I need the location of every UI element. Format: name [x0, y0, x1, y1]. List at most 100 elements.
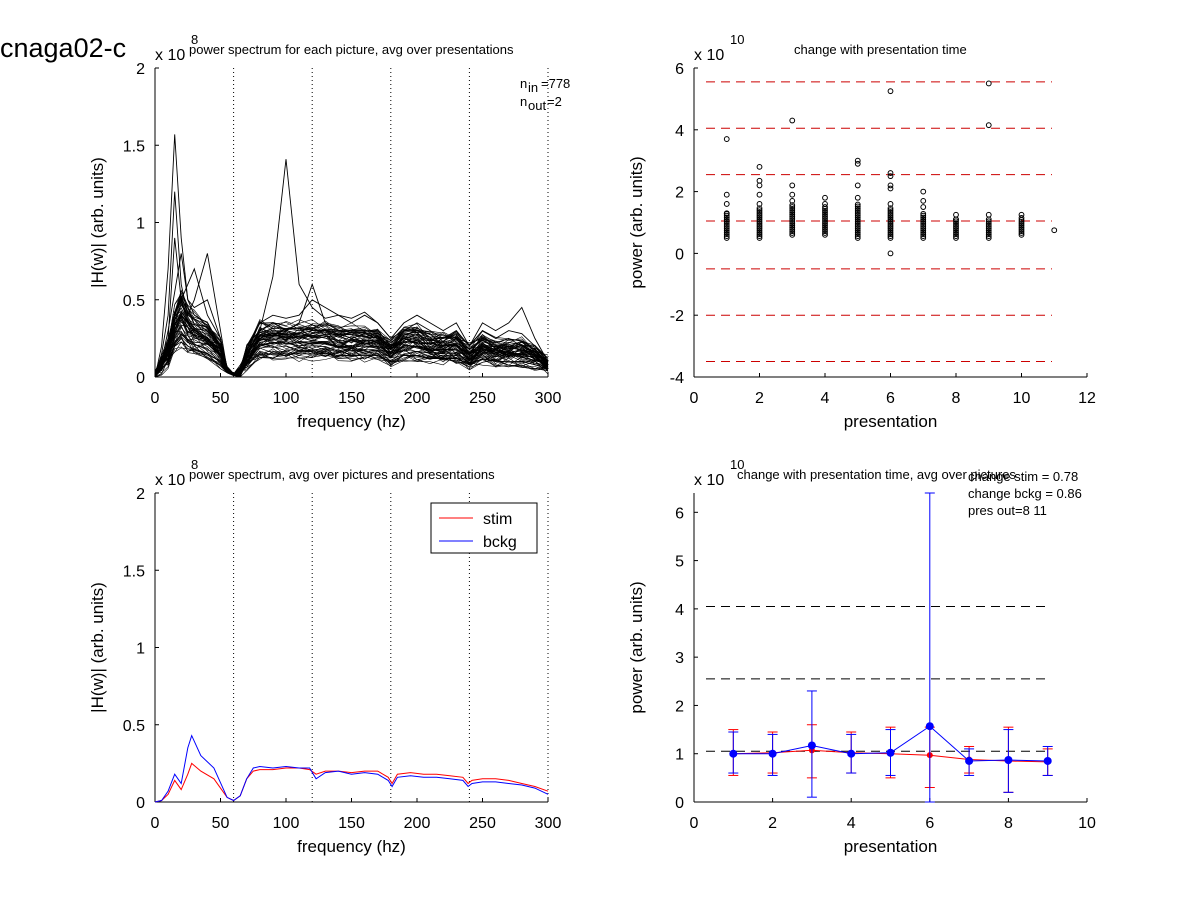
data-point [887, 88, 894, 95]
data-point [789, 226, 796, 233]
x-tick-label: 200 [404, 815, 431, 832]
data-point [756, 233, 763, 239]
figure-title: cnaga02-c [0, 33, 126, 63]
x-tick-label: 0 [690, 815, 699, 832]
y-tick-label: 3 [675, 650, 684, 667]
data-point [854, 218, 861, 225]
data-point-bckg [1043, 756, 1052, 765]
data-point [953, 220, 959, 227]
y-tick-label: 4 [675, 123, 684, 140]
data-point [920, 227, 927, 234]
data-point [920, 216, 927, 223]
data-point [756, 225, 763, 232]
data-point [854, 205, 861, 212]
y-tick-label: 0 [675, 246, 684, 263]
data-point [887, 222, 894, 228]
data-point [887, 229, 894, 236]
data-point [756, 235, 763, 241]
data-point [1018, 224, 1025, 231]
data-point [822, 230, 828, 236]
data-point [822, 213, 828, 220]
data-point [953, 231, 959, 238]
axis-exponent: x 10 [694, 47, 724, 64]
data-point [723, 136, 730, 142]
data-point [756, 191, 763, 198]
data-point [920, 218, 927, 225]
data-point [887, 207, 894, 214]
data-point-bckg [729, 749, 738, 758]
data-point [887, 250, 894, 257]
x-axis-label: frequency (hz) [297, 412, 406, 431]
data-point [789, 231, 796, 238]
n-in-label: n [520, 76, 527, 91]
axis-exponent: x 10 [155, 47, 185, 64]
data-point [887, 209, 894, 215]
data-point [887, 225, 894, 232]
chart-title: change with presentation time, avg over … [737, 467, 1016, 482]
data-point [789, 197, 796, 204]
data-point [723, 191, 730, 198]
data-point [854, 212, 861, 219]
series-line [154, 316, 549, 378]
data-point [822, 207, 828, 214]
data-point [723, 216, 730, 223]
data-point [953, 222, 959, 228]
data-point [756, 222, 763, 228]
data-point [887, 210, 894, 217]
data-point [985, 222, 992, 228]
data-point [723, 210, 730, 217]
panel-p2: 0 2 4 6 8 10 12 -4 -2 0 2 4 6 presentation power (arb.… [627, 32, 1096, 431]
series-line [154, 317, 549, 378]
axis-exponent-power: 8 [191, 457, 198, 472]
data-point [985, 80, 992, 87]
data-point [953, 218, 959, 225]
data-point [854, 233, 861, 239]
data-point [756, 223, 763, 230]
data-point [920, 235, 927, 241]
series-line-bckg [154, 734, 549, 803]
data-point [723, 227, 730, 234]
y-tick-label: 1 [136, 216, 145, 233]
series-line [154, 299, 549, 378]
series-line [154, 341, 549, 378]
data-point [953, 229, 959, 236]
data-point [723, 201, 730, 207]
y-tick-label: 1.5 [123, 138, 145, 155]
series-line-stim [154, 762, 549, 803]
data-point [854, 220, 861, 227]
data-point [756, 209, 763, 215]
series-line [154, 346, 549, 378]
data-point [789, 230, 796, 236]
data-point [822, 194, 828, 201]
x-tick-label: 200 [404, 390, 431, 407]
series-line [154, 326, 549, 378]
data-point [854, 229, 861, 236]
x-tick-label: 100 [273, 815, 300, 832]
data-point [822, 228, 828, 235]
data-point [822, 224, 828, 231]
n-out-subscript: out [528, 98, 546, 113]
data-point [985, 218, 992, 225]
data-point [920, 229, 927, 236]
annotation: pres out=8 11 [968, 503, 1047, 518]
x-tick-label: 6 [925, 815, 934, 832]
x-tick-label: 50 [212, 390, 230, 407]
data-point [854, 225, 861, 232]
y-tick-label: 2 [136, 486, 145, 503]
series-line [154, 292, 549, 378]
data-point [920, 220, 927, 227]
x-tick-label: 10 [1078, 815, 1096, 832]
data-point [756, 216, 763, 223]
axis-exponent-power: 8 [191, 32, 198, 47]
data-point [822, 220, 828, 227]
data-point [1018, 231, 1025, 238]
data-point [985, 225, 992, 232]
data-point-bckg [1004, 755, 1013, 764]
data-point [887, 173, 894, 180]
data-point [887, 185, 894, 192]
data-point [789, 182, 796, 189]
data-point [854, 222, 861, 228]
data-point [756, 231, 763, 238]
data-point [789, 211, 796, 218]
data-point [854, 160, 861, 167]
